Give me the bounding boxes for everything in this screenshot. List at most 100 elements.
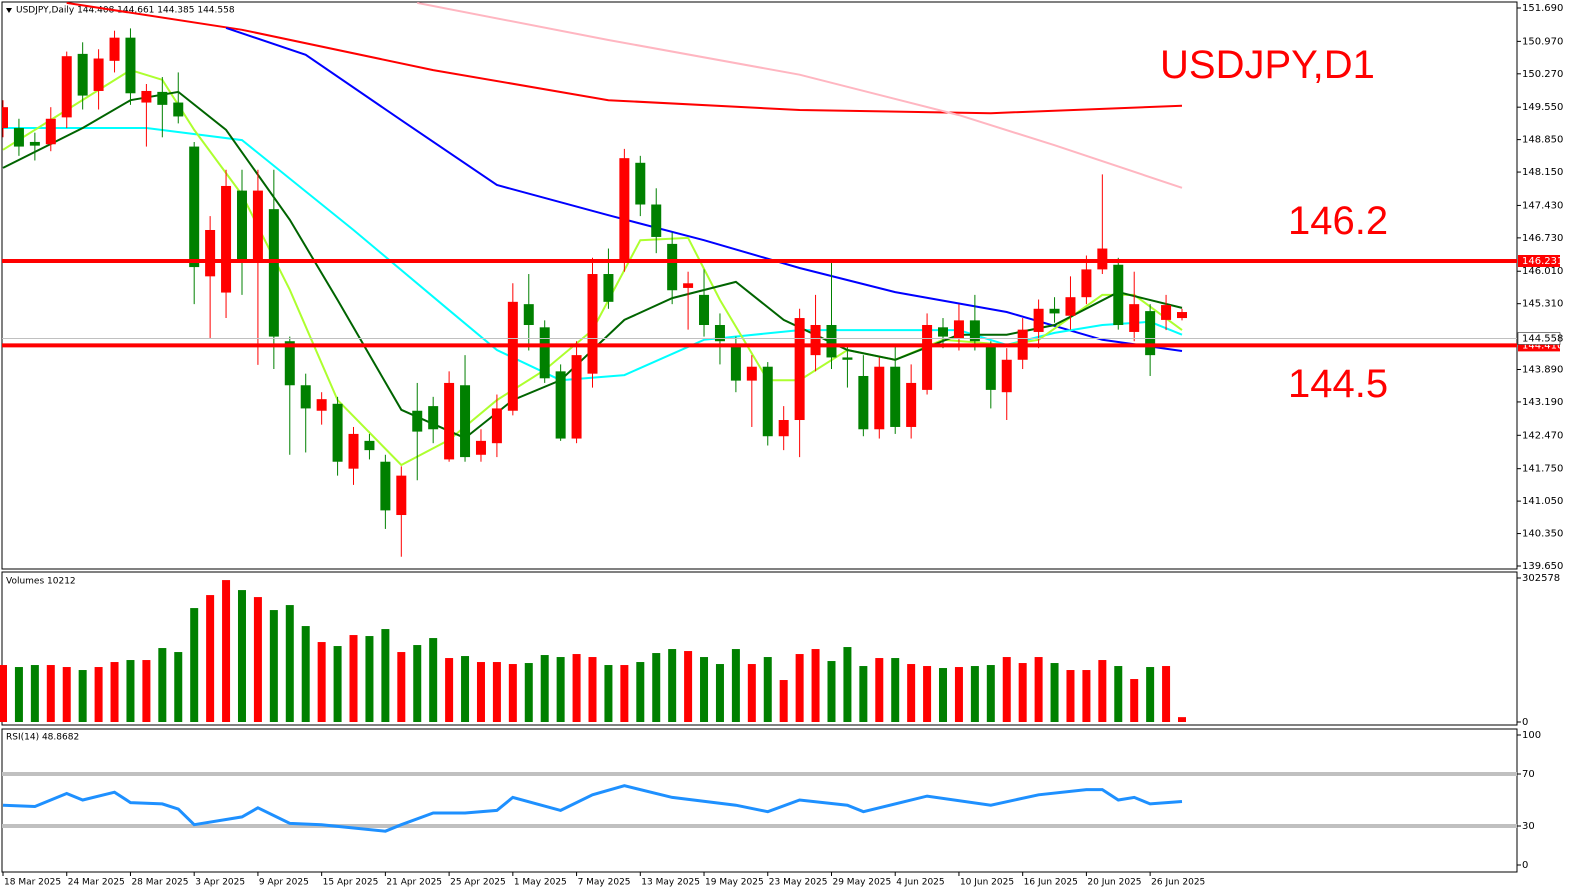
- y-tick-label: 302578: [1522, 573, 1560, 584]
- y-tick-label: 148.150: [1522, 167, 1563, 178]
- candle-body: [1049, 308, 1060, 314]
- volume-bar: [1098, 660, 1107, 722]
- price-box-label: 146.231: [1522, 256, 1563, 267]
- volume-bar: [859, 666, 868, 722]
- y-tick-label: 30: [1522, 821, 1535, 832]
- candle-body: [93, 58, 104, 91]
- candle-body: [1081, 269, 1092, 298]
- x-tick-label: 21 Apr 2025: [386, 878, 442, 888]
- volume-bar: [970, 666, 979, 722]
- candle-body: [699, 294, 710, 326]
- volume-bar: [429, 638, 438, 722]
- candle-body: [157, 91, 168, 105]
- volume-bar: [668, 649, 677, 722]
- y-tick-label: 145.310: [1522, 299, 1563, 310]
- candle-body: [141, 90, 152, 103]
- x-tick-label: 9 Apr 2025: [259, 878, 309, 888]
- candle-body: [428, 406, 439, 430]
- volume-bar: [237, 590, 246, 722]
- candle-body: [300, 385, 311, 409]
- volume-bar: [763, 657, 772, 722]
- price-panel: [1, 1, 1518, 570]
- volume-bar: [413, 645, 422, 722]
- chart-title: USDJPY,D1: [1160, 43, 1375, 87]
- volume-bar: [1002, 657, 1011, 722]
- y-tick-label: 142.470: [1522, 430, 1563, 441]
- candle-body: [284, 341, 295, 386]
- volume-bar: [0, 665, 7, 722]
- candle-body: [858, 375, 869, 430]
- annotation: 146.2: [1288, 199, 1388, 243]
- candle-body: [268, 209, 279, 337]
- y-tick-label: 0: [1522, 860, 1528, 871]
- volume-bar: [731, 649, 740, 722]
- price-box: [1517, 332, 1561, 345]
- volume-bar: [508, 664, 517, 722]
- candle-body: [125, 37, 136, 94]
- candle-body: [252, 190, 263, 263]
- rsi-title: RSI(14) 48.8682: [6, 733, 79, 743]
- volume-panel: [1, 571, 1518, 726]
- candle-body: [794, 318, 805, 421]
- candle-body: [714, 325, 725, 342]
- y-tick-label: 141.050: [1522, 496, 1563, 507]
- candle-body: [205, 229, 216, 277]
- x-tick-label: 13 May 2025: [641, 878, 700, 888]
- x-tick-label: 20 Jun 2025: [1087, 878, 1141, 888]
- y-tick-label: 141.750: [1522, 464, 1563, 475]
- candle-body: [173, 102, 184, 117]
- x-tick-label: 18 Mar 2025: [4, 878, 61, 888]
- menu-arrow[interactable]: [6, 8, 12, 13]
- candle-body: [587, 274, 598, 374]
- volume-bar: [588, 657, 597, 722]
- rsi-line: [2, 784, 1183, 833]
- candle-body: [491, 408, 502, 444]
- x-tick-label: 25 Apr 2025: [450, 878, 506, 888]
- volume-bar: [907, 664, 916, 722]
- volume-bar: [14, 667, 23, 722]
- volume-bar: [939, 668, 948, 722]
- volume-bar: [174, 652, 183, 722]
- volume-bar: [126, 660, 135, 722]
- candle-body: [555, 371, 566, 439]
- candle-body: [61, 56, 72, 118]
- annotation: 144.5: [1288, 362, 1388, 406]
- x-tick-label: 16 Jun 2025: [1024, 878, 1078, 888]
- y-tick-label: 100: [1522, 730, 1541, 741]
- candle-body: [938, 327, 949, 337]
- volume-bar: [986, 665, 995, 722]
- volume-bar: [381, 629, 390, 722]
- candle-body: [189, 146, 200, 268]
- volume-bar: [158, 648, 167, 722]
- candle-body: [826, 325, 837, 358]
- y-tick-label: 140.350: [1522, 529, 1563, 540]
- volume-bar: [954, 667, 963, 722]
- candle-body: [539, 327, 550, 379]
- x-tick-label: 15 Apr 2025: [323, 878, 379, 888]
- candle-body: [603, 274, 614, 302]
- y-tick-label: 139.650: [1522, 561, 1563, 572]
- candle-body: [953, 320, 964, 339]
- y-tick-label: 150.270: [1522, 69, 1563, 80]
- y-tick-label: 149.550: [1522, 102, 1563, 113]
- moving-average: [417, 2, 1183, 189]
- candle-body: [683, 283, 694, 288]
- candle-body: [651, 204, 662, 237]
- volume-bar: [715, 664, 724, 722]
- volume-bar: [684, 651, 693, 722]
- volume-bar: [445, 658, 454, 722]
- y-tick-label: 143.190: [1522, 397, 1563, 408]
- volume-bar: [1130, 679, 1139, 722]
- volume-bar: [811, 649, 820, 722]
- moving-average: [3, 127, 1183, 382]
- candle-body: [635, 162, 646, 205]
- candle-body: [396, 475, 407, 516]
- volume-bar: [190, 608, 199, 722]
- volume-bar: [572, 654, 581, 722]
- candle-body: [762, 366, 773, 437]
- candle-body: [1001, 359, 1012, 393]
- candle-body: [475, 440, 486, 455]
- volume-bar: [365, 636, 374, 722]
- volume-bar: [620, 665, 629, 722]
